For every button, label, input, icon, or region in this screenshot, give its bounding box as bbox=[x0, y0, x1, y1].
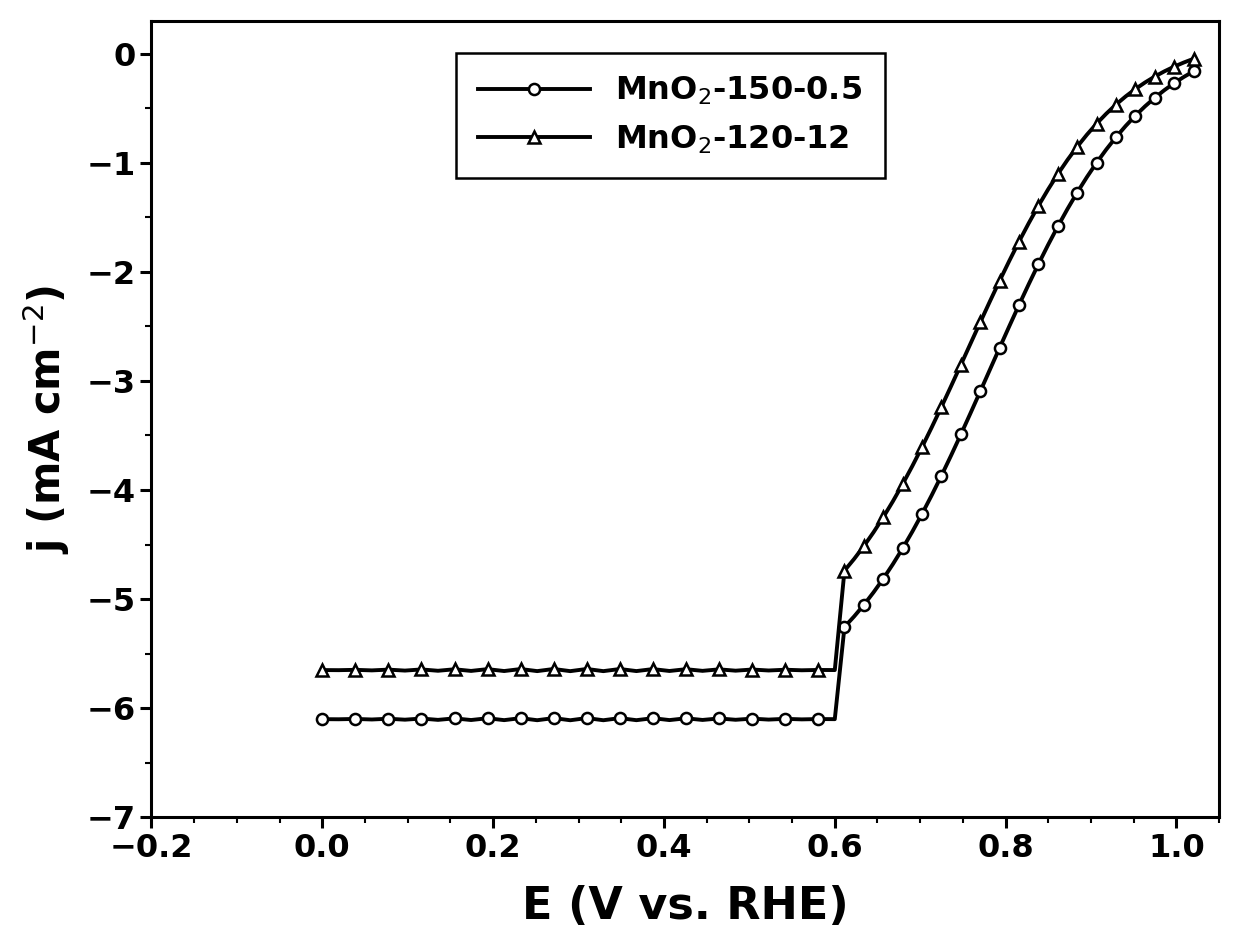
MnO$_2$-150-0.5 bbox=[529, 715, 544, 726]
MnO$_2$-120-12 bbox=[563, 665, 578, 677]
MnO$_2$-120-12 bbox=[398, 665, 413, 677]
MnO$_2$-120-12 bbox=[915, 441, 930, 453]
Legend: MnO$_2$-150-0.5, MnO$_2$-120-12: MnO$_2$-150-0.5, MnO$_2$-120-12 bbox=[456, 53, 885, 178]
MnO$_2$-150-0.5 bbox=[696, 715, 711, 726]
MnO$_2$-120-12 bbox=[696, 665, 711, 677]
MnO$_2$-120-12 bbox=[1187, 53, 1202, 65]
MnO$_2$-150-0.5 bbox=[398, 714, 413, 725]
MnO$_2$-120-12 bbox=[315, 664, 330, 676]
X-axis label: E (V vs. RHE): E (V vs. RHE) bbox=[522, 885, 848, 928]
MnO$_2$-150-0.5 bbox=[1177, 71, 1192, 83]
Line: MnO$_2$-120-12: MnO$_2$-120-12 bbox=[316, 53, 1199, 677]
MnO$_2$-120-12 bbox=[712, 663, 727, 675]
MnO$_2$-150-0.5 bbox=[915, 508, 930, 519]
MnO$_2$-150-0.5 bbox=[1187, 65, 1202, 77]
MnO$_2$-150-0.5 bbox=[712, 713, 727, 724]
MnO$_2$-150-0.5 bbox=[563, 715, 578, 726]
MnO$_2$-150-0.5 bbox=[315, 714, 330, 725]
MnO$_2$-120-12 bbox=[529, 665, 544, 677]
MnO$_2$-120-12 bbox=[1177, 57, 1192, 68]
Y-axis label: j (mA cm$^{-2}$): j (mA cm$^{-2}$) bbox=[21, 285, 72, 553]
Line: MnO$_2$-150-0.5: MnO$_2$-150-0.5 bbox=[316, 65, 1199, 726]
